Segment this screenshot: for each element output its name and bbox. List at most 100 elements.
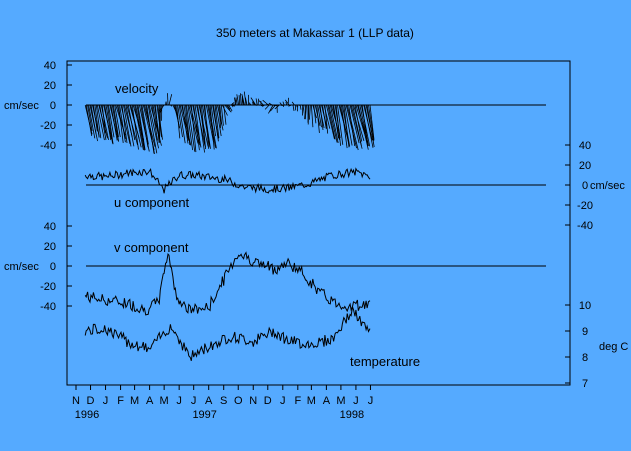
velocity-stick (274, 104, 280, 110)
velocity-stick (343, 104, 350, 148)
velocity-stick (258, 100, 264, 106)
y-tick-label: 10 (579, 300, 591, 312)
y-tick-label: -20 (577, 200, 593, 212)
velocity-stick (368, 104, 375, 141)
velocity-stick (186, 104, 193, 151)
plot-frame (66, 60, 571, 386)
velocity-stick (148, 104, 159, 149)
x-month-label: M (307, 395, 316, 407)
velocity-stick (354, 104, 363, 142)
velocity-stick (190, 104, 197, 153)
velocity-stick (177, 104, 183, 138)
x-month-label: A (323, 395, 331, 407)
velocity-stick (307, 104, 310, 125)
velocity-stick (110, 104, 118, 141)
velocity-stick (282, 101, 285, 106)
velocity-stick (219, 104, 222, 125)
velocity-stick (107, 104, 114, 145)
panel-label-u: u component (114, 195, 190, 210)
y-tick-label: -40 (577, 220, 593, 232)
y-tick-label: 20 (44, 241, 56, 253)
velocity-stick (170, 104, 172, 106)
velocity-stick (123, 104, 132, 147)
velocity-stick (95, 104, 102, 139)
x-month-label: S (220, 395, 227, 407)
velocity-stick (304, 104, 306, 120)
x-month-label: M (130, 395, 139, 407)
velocity-stick (324, 104, 329, 134)
velocity-stick (285, 101, 288, 106)
velocity-stick (137, 104, 146, 151)
x-month-label: A (205, 395, 213, 407)
velocity-stick (119, 104, 126, 143)
velocity-stick (327, 104, 336, 140)
velocity-stick (268, 102, 273, 106)
velocity-stick (326, 104, 335, 139)
y-tick-label: -40 (40, 140, 56, 152)
velocity-stick (288, 104, 292, 107)
velocity-stick (236, 94, 240, 106)
velocity-stick (238, 95, 241, 106)
unit-u: cm/sec (590, 180, 625, 192)
velocity-stick (232, 104, 234, 108)
velocity-stick (134, 104, 144, 151)
y-tick-label: 20 (44, 80, 56, 92)
velocity-stick (366, 104, 375, 148)
x-month-label: F (294, 395, 301, 407)
velocity-stick (266, 103, 271, 106)
velocity-stick (194, 104, 201, 144)
velocity-stick (224, 104, 232, 113)
velocity-stick (193, 104, 200, 151)
velocity-stick (88, 104, 96, 139)
velocity-stick (220, 104, 224, 126)
velocity-stick (329, 104, 339, 143)
velocity-stick (346, 104, 359, 151)
velocity-stick (90, 104, 97, 135)
x-month-label: J (280, 395, 286, 407)
velocity-stick (252, 101, 254, 106)
velocity-stick (98, 104, 108, 139)
velocity-stick (309, 104, 311, 120)
velocity-stick (214, 104, 220, 139)
velocity-stick (352, 104, 362, 146)
y-tick-label: 0 (50, 100, 56, 112)
velocity-stick (135, 104, 145, 151)
velocity-stick (187, 104, 196, 152)
x-month-label: M (336, 395, 345, 407)
x-month-label: J (103, 395, 109, 407)
x-year-label: 1998 (340, 409, 364, 421)
velocity-stick (264, 104, 270, 110)
velocity-stick (112, 104, 119, 138)
velocity-stick (302, 104, 305, 116)
velocity-stick (344, 104, 353, 146)
panel-label-temperature: temperature (350, 354, 420, 369)
velocity-stick (93, 104, 98, 132)
velocity-stick (357, 104, 369, 150)
velocity-stick (311, 104, 314, 128)
y-tick-label: 8 (582, 352, 588, 364)
velocity-stick (201, 104, 206, 150)
velocity-stick (250, 97, 257, 106)
panel-label-v: v component (114, 240, 189, 255)
velocity-stick (319, 104, 324, 131)
velocity-stick (87, 104, 93, 131)
velocity-stick (364, 104, 374, 148)
x-month-label: O (234, 395, 243, 407)
velocity-stick (341, 104, 348, 149)
tick-marks (67, 64, 570, 390)
velocity-stick (361, 104, 369, 147)
y-tick-label: 20 (579, 160, 591, 172)
x-month-label: M (160, 395, 169, 407)
y-tick-label: 9 (582, 326, 588, 338)
velocity-stick (203, 104, 211, 149)
x-month-label: N (72, 395, 80, 407)
velocity-stick (101, 104, 106, 134)
velocity-stick (121, 104, 128, 144)
x-month-label: F (117, 395, 124, 407)
x-year-label: 1997 (192, 409, 216, 421)
velocity-stick (322, 104, 327, 130)
y-tick-label: -40 (40, 301, 56, 313)
velocity-stick (208, 104, 217, 149)
velocity-stick (125, 104, 135, 147)
velocity-stick (345, 104, 357, 149)
